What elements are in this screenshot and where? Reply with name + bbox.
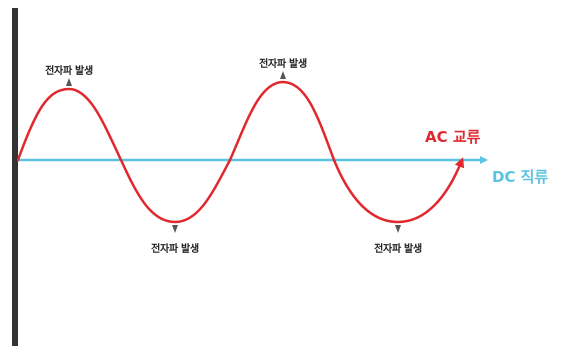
emission-label-2: 전자파 발생 [259, 59, 307, 70]
emission-label-1: 전자파 발생 [45, 66, 93, 77]
vertical-wall-bar [12, 8, 18, 346]
emission-marker-2 [280, 71, 286, 79]
emission-marker-4 [395, 225, 401, 233]
emission-marker-1 [66, 78, 72, 86]
ac-label: AC 교류 [425, 128, 481, 146]
emission-marker-3 [172, 225, 178, 233]
ac-wave [16, 80, 465, 224]
emission-label-3: 전자파 발생 [151, 244, 199, 255]
emission-label-4: 전자파 발생 [374, 244, 422, 255]
dc-label: DC 직류 [492, 168, 549, 186]
